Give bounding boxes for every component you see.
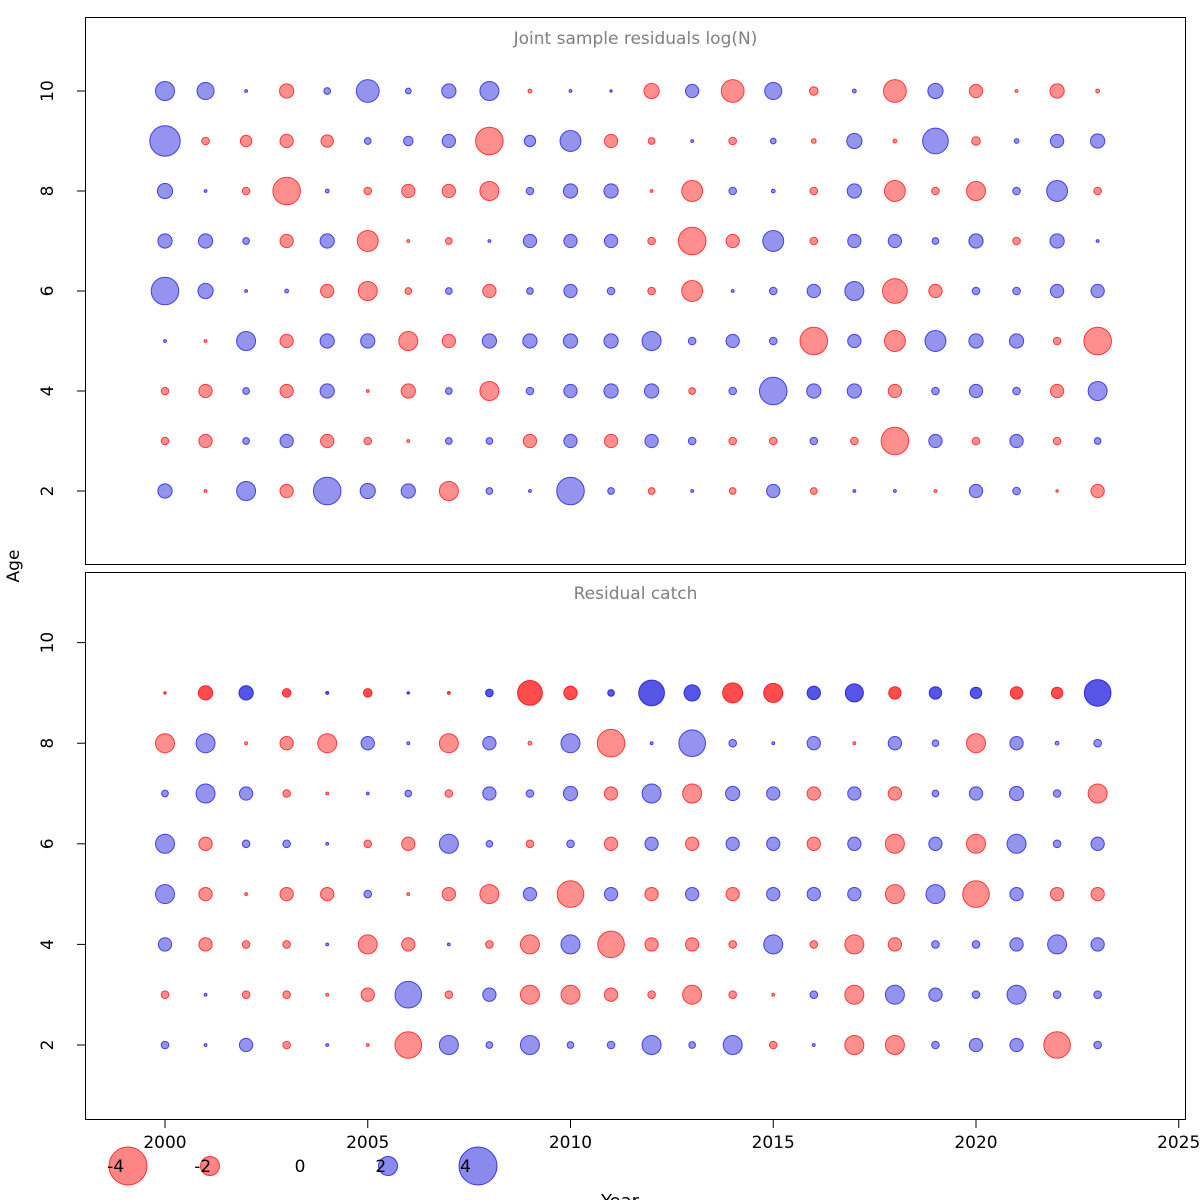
x-tick-label: 2005: [346, 1133, 389, 1153]
panel-title-residual-catch: Residual catch: [573, 584, 698, 604]
legend-bubble: [108, 1146, 148, 1186]
x-tick-label: 2025: [1157, 1133, 1200, 1153]
legend-bubble: [200, 1156, 220, 1176]
legend-bubble: [458, 1146, 498, 1186]
y-axis-title: Age: [4, 549, 24, 583]
x-tick-label: 2010: [549, 1133, 592, 1153]
legend-label: -4: [107, 1157, 124, 1177]
panel-title-joint-sample-residuals: Joint sample residuals log(N): [513, 29, 758, 49]
y-tick-label: 6: [38, 838, 58, 849]
y-tick-label: 2: [38, 1040, 58, 1051]
panel-joint-sample-residuals: Joint sample residuals log(N): [85, 17, 1186, 565]
y-tick-label: 8: [38, 738, 58, 749]
legend-label: 4: [460, 1157, 471, 1177]
legend-label: 0: [295, 1157, 306, 1177]
y-tick-label: 10: [38, 632, 58, 654]
y-tick-label: 4: [38, 386, 58, 397]
legend-label: 2: [375, 1157, 386, 1177]
y-tick-label: 4: [38, 939, 58, 950]
panel-residual-catch: Residual catch: [85, 572, 1186, 1120]
x-tick-label: 2015: [752, 1133, 795, 1153]
x-axis-title: Year: [560, 1191, 680, 1200]
legend-label: -2: [194, 1157, 211, 1177]
y-tick-label: 8: [38, 186, 58, 197]
y-tick-label: 10: [38, 80, 58, 102]
x-tick-label: 2020: [954, 1133, 997, 1153]
legend-bubble: [378, 1156, 398, 1176]
y-tick-label: 2: [38, 486, 58, 497]
y-tick-label: 6: [38, 286, 58, 297]
x-tick-label: 2000: [143, 1133, 186, 1153]
